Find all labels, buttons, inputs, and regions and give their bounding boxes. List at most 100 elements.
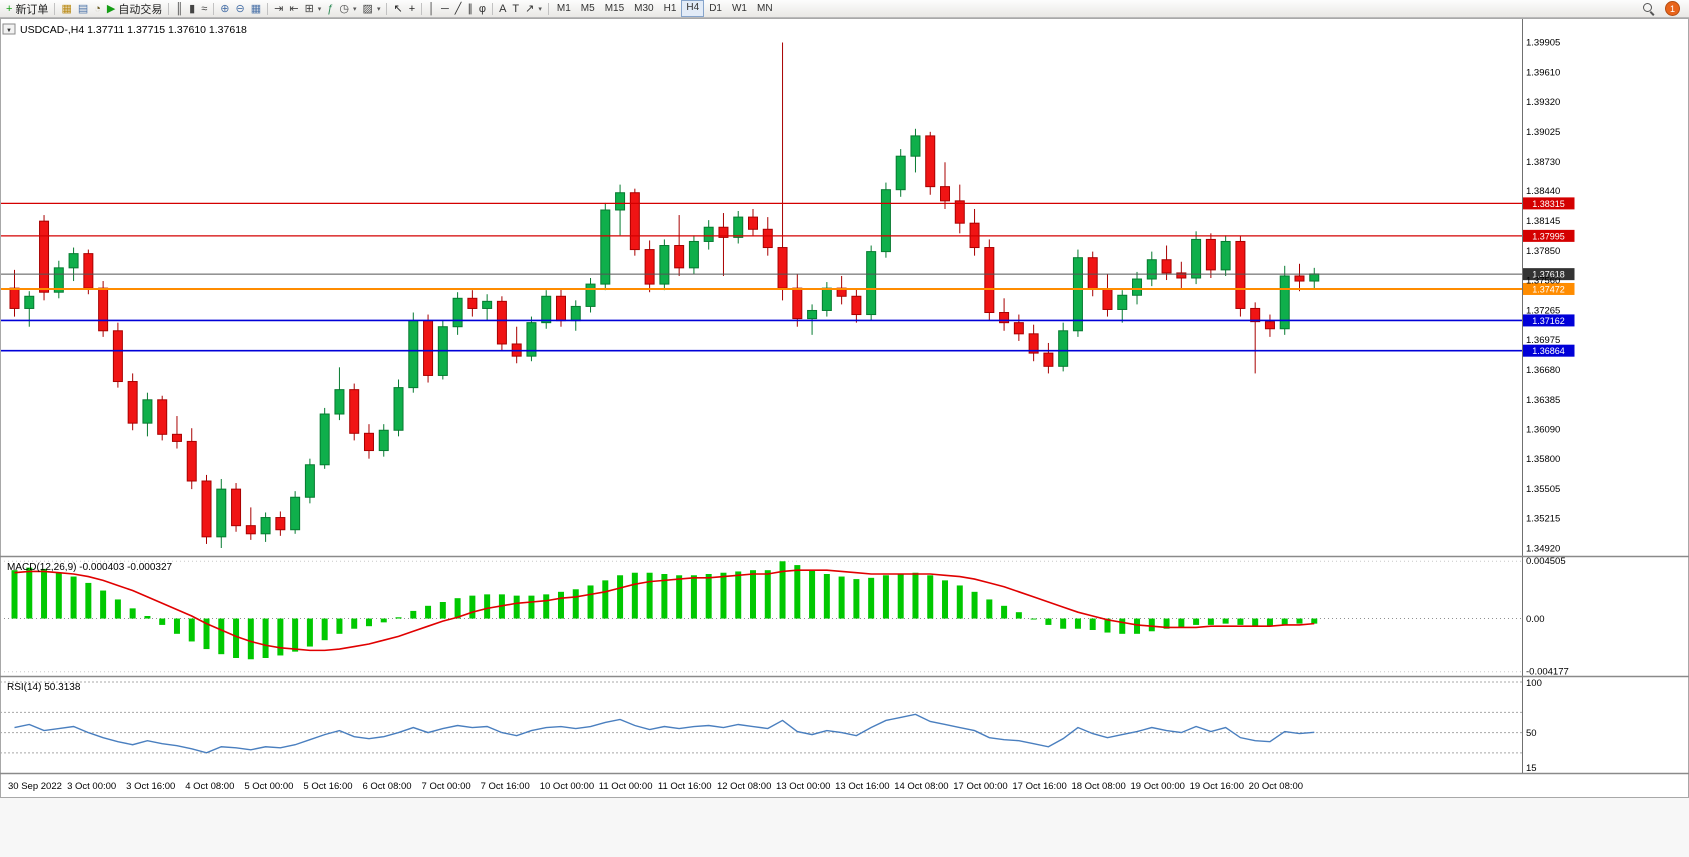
time-tick-label: 5 Oct 00:00 [244,781,293,792]
macd-histogram-bar [794,565,801,619]
candle-down [1013,322,1024,335]
zoom-out-button[interactable]: ⊖ [233,1,248,17]
macd-histogram-bar [55,572,62,619]
price-tick-label: 1.36090 [1526,425,1560,436]
periods-button[interactable]: ◷ ▾ [336,1,359,17]
cursor-button[interactable]: ↖ [390,1,405,17]
macd-histogram-bar [188,618,195,642]
horizontal-lines: 1.38315 1.37995 1.37618 1.37472 1.37162 1.368… [0,197,1575,357]
macd-histogram-bar [838,576,845,619]
indicators-button[interactable]: ƒ [324,1,336,17]
macd-axis-label: 0.00 [1526,614,1545,625]
candle-down [349,389,360,434]
candle-down [940,186,951,202]
price-tick-label: 1.38440 [1526,186,1560,197]
crosshair-button[interactable]: + [406,1,418,17]
candle-down [1235,240,1246,309]
macd-histogram-bar [1119,618,1126,634]
time-tick-label: 13 Oct 16:00 [835,781,889,792]
timeframe-h1[interactable]: H1 [663,3,677,14]
auto-scroll-button[interactable]: ⇥ [271,1,286,17]
macd-histogram-bar [365,618,372,627]
candle-down [112,330,123,383]
macd-histogram-bar [661,574,668,619]
candle-up [688,240,699,269]
macd-histogram-bar [469,595,476,619]
candle-down [792,287,803,320]
fibonacci-button[interactable]: φ [476,1,489,17]
candle-down [83,253,94,289]
timeframe-w1[interactable]: W1 [731,3,747,14]
channel-button[interactable]: ∥ [464,1,476,17]
candle-down [644,249,655,285]
candle-down [39,220,50,293]
candle-up [910,135,921,157]
candlestick-button[interactable]: ▮ [186,1,198,17]
candle-up [452,297,463,328]
horizontal-line-icon: ─ [441,2,449,15]
chart-shift-button[interactable]: ⇤ [286,1,301,17]
support-line[interactable]: 1.36864 [0,344,1575,357]
price-tick-label: 1.35215 [1526,514,1560,525]
label-button[interactable]: T [509,1,522,17]
candle-down [851,295,862,316]
price-tick-label: 1.35505 [1526,484,1560,495]
tile-windows-button[interactable]: ▦ [248,1,264,17]
support-line[interactable]: 1.37162 [0,314,1575,327]
window-bottom-area [0,798,1689,857]
alerts-button[interactable]: ◔ [91,1,104,17]
macd-histogram-bar [1001,605,1008,619]
macd-histogram-bar [1266,618,1273,627]
candle-down [1028,333,1039,354]
zoom-in-button[interactable]: ⊕ [217,1,232,17]
macd-histogram-bar [528,595,535,619]
time-axis[interactable]: 30 Sep 2022 3 Oct 00:00 3 Oct 16:00 4 Oct 0… [8,781,1303,792]
macd-histogram-bar [233,618,240,658]
timeframe-mn[interactable]: MN [756,3,773,14]
resistance-line[interactable]: 1.37995 [0,229,1575,242]
new-chart-button[interactable]: ⊞ ▾ [302,1,325,17]
macd-histogram-bar [129,608,136,619]
notification-badge[interactable]: 1 [1665,1,1680,16]
pivot-line[interactable]: 1.37472 [0,282,1575,295]
macd-histogram-bar [380,618,387,623]
bar-chart-button[interactable]: ║ [172,1,186,17]
line-chart-button[interactable]: ≈ [198,1,210,17]
new-order-button-label: 新订单 [15,3,49,16]
chevron-down-icon: ▾ [538,5,542,13]
search-icon[interactable] [1641,1,1656,16]
candle-down [1176,272,1187,279]
autotrading-button[interactable]: ▶ 自动交易 [104,1,165,17]
resistance-line[interactable]: 1.38315 [0,197,1575,210]
timeframe-m5[interactable]: M5 [580,3,595,14]
macd-histogram-bar [292,618,299,652]
trendline-button[interactable]: ╱ [452,1,465,17]
templates-button[interactable]: ▨ ▾ [360,1,384,17]
macd-histogram-bar [41,568,48,619]
arrows-button[interactable]: ↗ ▾ [522,1,545,17]
new-order-button[interactable]: + 新订单 [3,1,51,17]
macd-histogram-bar [100,590,107,619]
timeframe-d1[interactable]: D1 [709,3,722,14]
candle-up [821,287,832,311]
vertical-line-button[interactable]: │ [425,1,438,17]
macd-histogram-bar [11,570,18,619]
text-button[interactable]: A [496,1,509,17]
timeframe-h4[interactable]: H4 [681,0,705,17]
macd-histogram-bar [262,618,269,658]
profiles-button[interactable]: ▤ [75,1,91,17]
timeframe-m15[interactable]: M15 [604,3,625,14]
charts-button[interactable]: ▦ [58,1,74,17]
macd-histogram-bar [956,585,963,619]
timeframe-m1[interactable]: M1 [556,3,571,14]
macd-histogram-bar [1060,618,1067,629]
rsi-label: RSI(14) 50.3138 [7,682,81,693]
current-price-line[interactable]: 1.37618 [0,268,1575,281]
one-click-trading-toggle[interactable] [2,23,16,35]
price-label-box [1522,314,1575,327]
price-axis[interactable]: 1.39905 1.39610 1.39320 1.39025 1.38730 1.384… [1526,38,1560,555]
timeframe-m30[interactable]: M30 [634,3,654,14]
macd-histogram-bar [543,594,550,619]
horizontal-line-button[interactable]: ─ [438,1,452,17]
macd-histogram-bar [395,617,402,619]
